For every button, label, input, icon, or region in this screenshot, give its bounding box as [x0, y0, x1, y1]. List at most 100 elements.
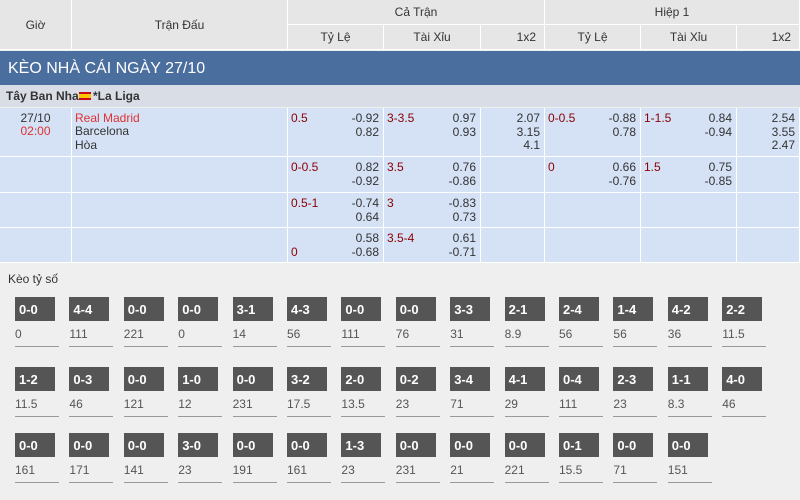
score: 0-0: [232, 433, 273, 457]
cell: [641, 228, 737, 263]
cell: 0-0.5 0.82 -0.92: [288, 157, 384, 193]
cell: 0.5-1 -0.74 0.64: [288, 193, 384, 228]
score-odds: 8.3: [667, 395, 712, 417]
odds: -0.74: [351, 196, 379, 210]
score: 1-0: [178, 367, 219, 391]
score: 2-1: [504, 297, 545, 321]
header-cell: Tỷ Lệ: [545, 25, 641, 50]
score: 1-1: [667, 367, 708, 391]
draw-label: Hòa: [75, 138, 98, 152]
score-odds: 15.5: [559, 461, 603, 483]
score: 0-0: [667, 433, 708, 457]
cell: [481, 228, 545, 263]
odds: 0.78: [612, 124, 636, 139]
odds: 3.15: [516, 124, 540, 139]
odds: 0.61: [452, 231, 476, 245]
score-odds: 191: [232, 461, 277, 483]
score: 0-2: [395, 367, 436, 391]
score: 0-3: [69, 367, 110, 391]
cell: [72, 228, 288, 263]
score: 0-0: [123, 367, 164, 391]
score: 0-0: [395, 297, 436, 321]
cell: [72, 193, 288, 228]
header-cell: Trận Đấu: [72, 0, 288, 50]
score: 3-0: [178, 433, 219, 457]
header-cell: Tỷ Lệ: [288, 25, 384, 50]
odds: -0.88: [608, 111, 636, 125]
odds: 0.82: [355, 160, 379, 174]
header-cell: Hiệp 1: [545, 0, 800, 25]
line: 0.5: [291, 111, 308, 125]
score: 4-4: [69, 297, 110, 321]
odds: 0.66: [612, 160, 636, 174]
odds: -0.68: [351, 244, 379, 259]
score: 0-0: [341, 297, 382, 321]
score: 0-0: [15, 297, 55, 321]
score-odds: 29: [504, 395, 549, 417]
home-team: Real Madrid: [75, 111, 140, 125]
odds: 0.73: [452, 209, 476, 224]
score: 4-2: [667, 297, 708, 321]
score-odds: 171: [69, 461, 114, 483]
score: 4-0: [722, 367, 763, 391]
score: 3-1: [232, 297, 273, 321]
header-cell: Tài Xỉu: [641, 25, 737, 50]
odds: 3.55: [771, 124, 795, 139]
cell: [545, 193, 641, 228]
score: 2-4: [559, 297, 599, 321]
cell: [0, 157, 72, 193]
league-name: *La Liga: [93, 89, 140, 103]
score-odds: 76: [395, 325, 440, 347]
score: 0-0: [178, 297, 219, 321]
odds: -0.92: [351, 173, 379, 188]
cell: 0.5 -0.92 0.82: [288, 108, 384, 157]
cell: 2.54 3.55 2.47: [737, 108, 800, 157]
away-team: Barcelona: [75, 124, 130, 138]
score-odds: 111: [69, 325, 114, 347]
line: 0-0.5: [291, 160, 319, 174]
odds: -0.71: [448, 244, 476, 259]
cell: [481, 193, 545, 228]
score-odds: 46: [722, 395, 767, 417]
cell: [72, 157, 288, 193]
odds: 0.84: [708, 111, 732, 125]
correct-score-title: Kèo tỷ số: [8, 272, 59, 286]
cell: [481, 157, 545, 193]
score-odds: 17.5: [287, 395, 331, 417]
score-odds: 23: [395, 395, 440, 417]
odds: -0.83: [448, 196, 476, 210]
score-odds: 221: [123, 325, 168, 347]
score-odds: 23: [178, 461, 223, 483]
line: 3.5: [387, 160, 404, 174]
score-odds: 161: [15, 461, 59, 483]
score: 1-3: [341, 433, 382, 457]
odds: 0.76: [452, 160, 476, 174]
score: 0-0: [232, 367, 273, 391]
score-odds: 221: [504, 461, 549, 483]
cell: 27/10 02:00: [0, 108, 72, 157]
league-country: Tây Ban Nha: [6, 89, 79, 103]
score-odds: 231: [232, 395, 277, 417]
cell: [641, 193, 737, 228]
header-cell: 1x2: [737, 25, 800, 50]
score: 4-3: [287, 297, 327, 321]
odds: -0.92: [351, 111, 379, 125]
odds: 2.07: [516, 111, 540, 125]
cell: 0 0.66 -0.76: [545, 157, 641, 193]
score: 0-0: [450, 433, 491, 457]
match-time: 02:00: [20, 124, 51, 138]
score: 3-2: [287, 367, 327, 391]
score: 0-0: [15, 433, 55, 457]
line: 0.5-1: [291, 196, 319, 210]
header-cell: Cả Trận: [288, 0, 545, 25]
score-odds: 14: [232, 325, 277, 347]
section-title: KÈO NHÀ CÁI NGÀY 27/10: [0, 51, 800, 85]
odds: 0.82: [355, 124, 379, 139]
score-odds: 141: [123, 461, 168, 483]
odds: 0.58: [355, 231, 379, 245]
odds: -0.85: [704, 173, 732, 188]
cell: 3.5-4 0.61 -0.71: [384, 228, 481, 263]
score-odds: 111: [341, 325, 386, 347]
score-odds: 0: [178, 325, 223, 347]
